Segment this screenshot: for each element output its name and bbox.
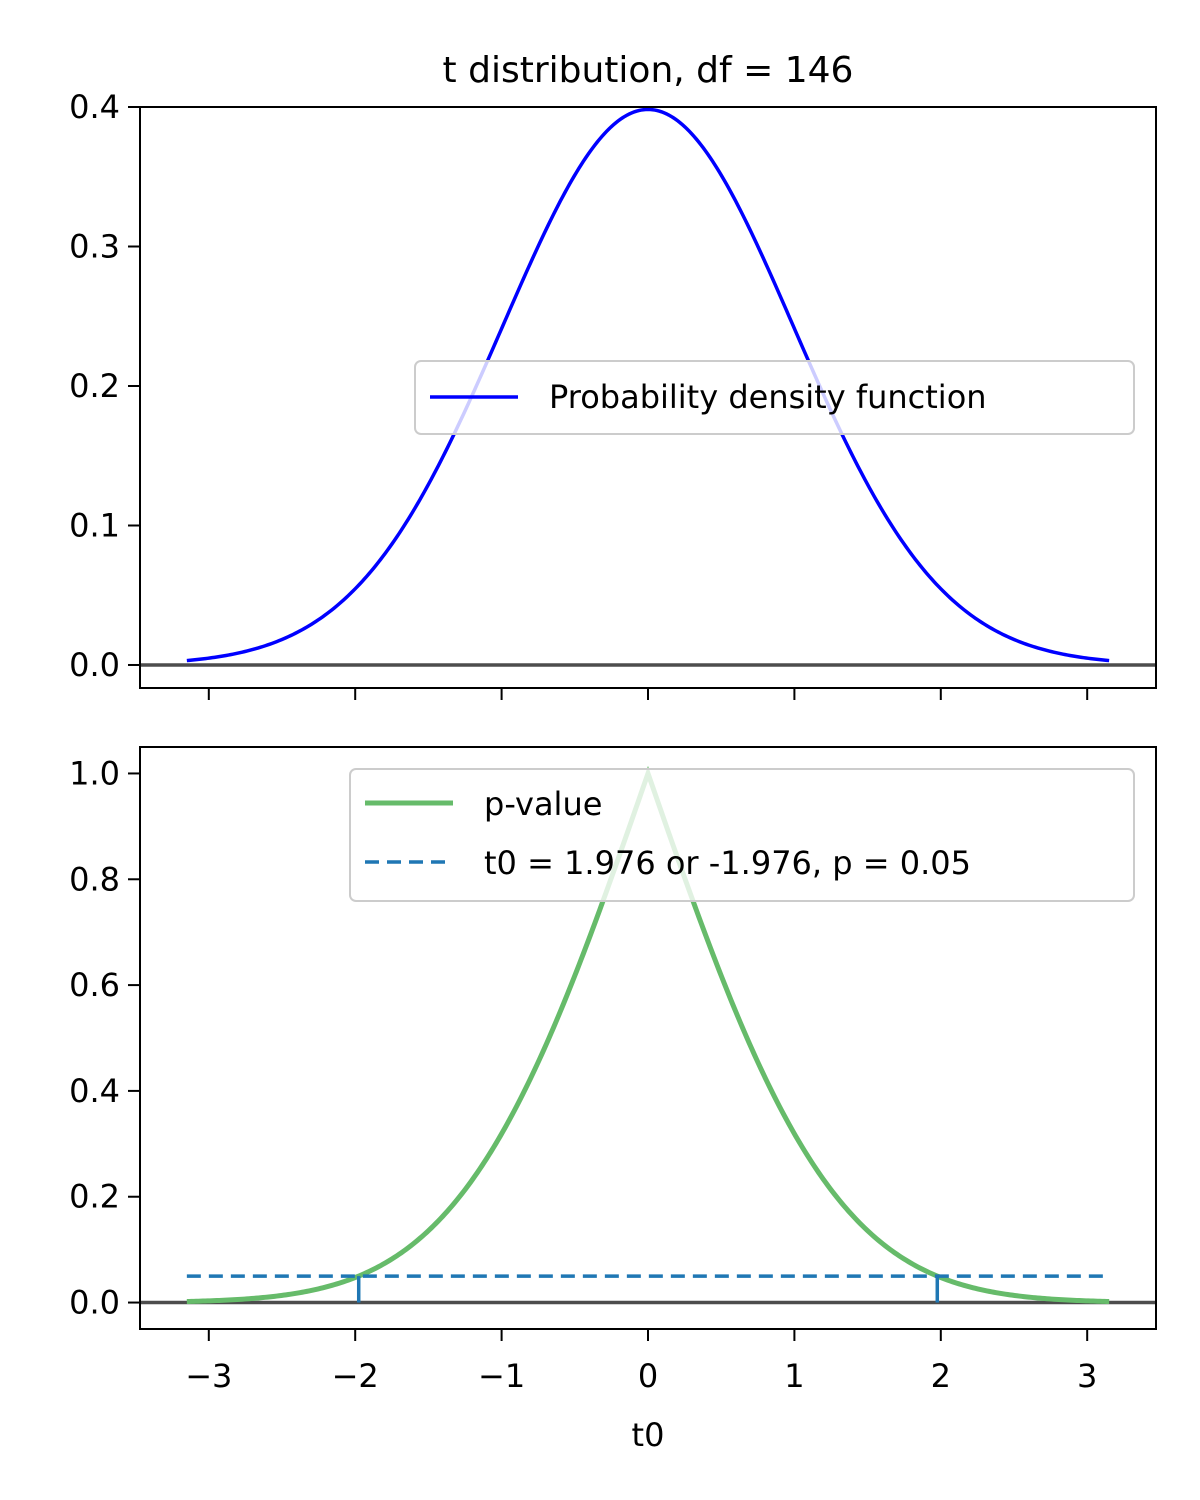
bottom-panel: −3 −2 −1 0 1 2 3 0.0 0.2 0.4 0.6 0.8 1.0 t0 p-value t0 …	[69, 746, 1157, 1454]
figure-title: t distribution, df = 146	[443, 50, 854, 91]
y-tick-label: 0.2	[69, 1178, 120, 1216]
y-tick-label: 1.0	[69, 754, 120, 792]
legend-label-pdf: Probability density function	[549, 378, 987, 416]
legend-box	[414, 360, 1135, 435]
pdf-curve	[186, 107, 1110, 663]
y-tick-label: 0.0	[69, 1284, 120, 1322]
x-tick-label: 0	[638, 1357, 658, 1395]
y-tick-label: 0.3	[69, 227, 120, 265]
x-tick-label: 1	[784, 1357, 804, 1395]
top-panel: 0.0 0.1 0.2 0.3 0.4 Probability density funct…	[69, 88, 1157, 700]
y-tick-label: 0.8	[69, 860, 120, 898]
y-tick-label: 0.1	[69, 506, 120, 544]
y-tick-label: 0.4	[69, 1072, 120, 1110]
y-tick-label: 0.6	[69, 966, 120, 1004]
y-tick-label: 0.4	[69, 88, 120, 126]
x-tick-label: −2	[332, 1357, 379, 1395]
plot-area	[140, 107, 1156, 667]
legend: Probability density function	[414, 360, 1135, 435]
y-tick-label: 0.0	[69, 646, 120, 684]
legend-label-threshold: t0 = 1.976 or -1.976, p = 0.05	[484, 844, 971, 882]
x-tick-label: −3	[185, 1357, 232, 1395]
y-tick-label: 0.2	[69, 367, 120, 405]
legend-label-p-value: p-value	[484, 785, 602, 823]
x-tick-label: −1	[478, 1357, 525, 1395]
x-tick-label: 2	[931, 1357, 951, 1395]
x-tick-label: 3	[1077, 1357, 1097, 1395]
legend-box	[349, 768, 1135, 902]
legend: p-value t0 = 1.976 or -1.976, p = 0.05	[349, 768, 1135, 902]
x-axis-label: t0	[632, 1416, 665, 1454]
